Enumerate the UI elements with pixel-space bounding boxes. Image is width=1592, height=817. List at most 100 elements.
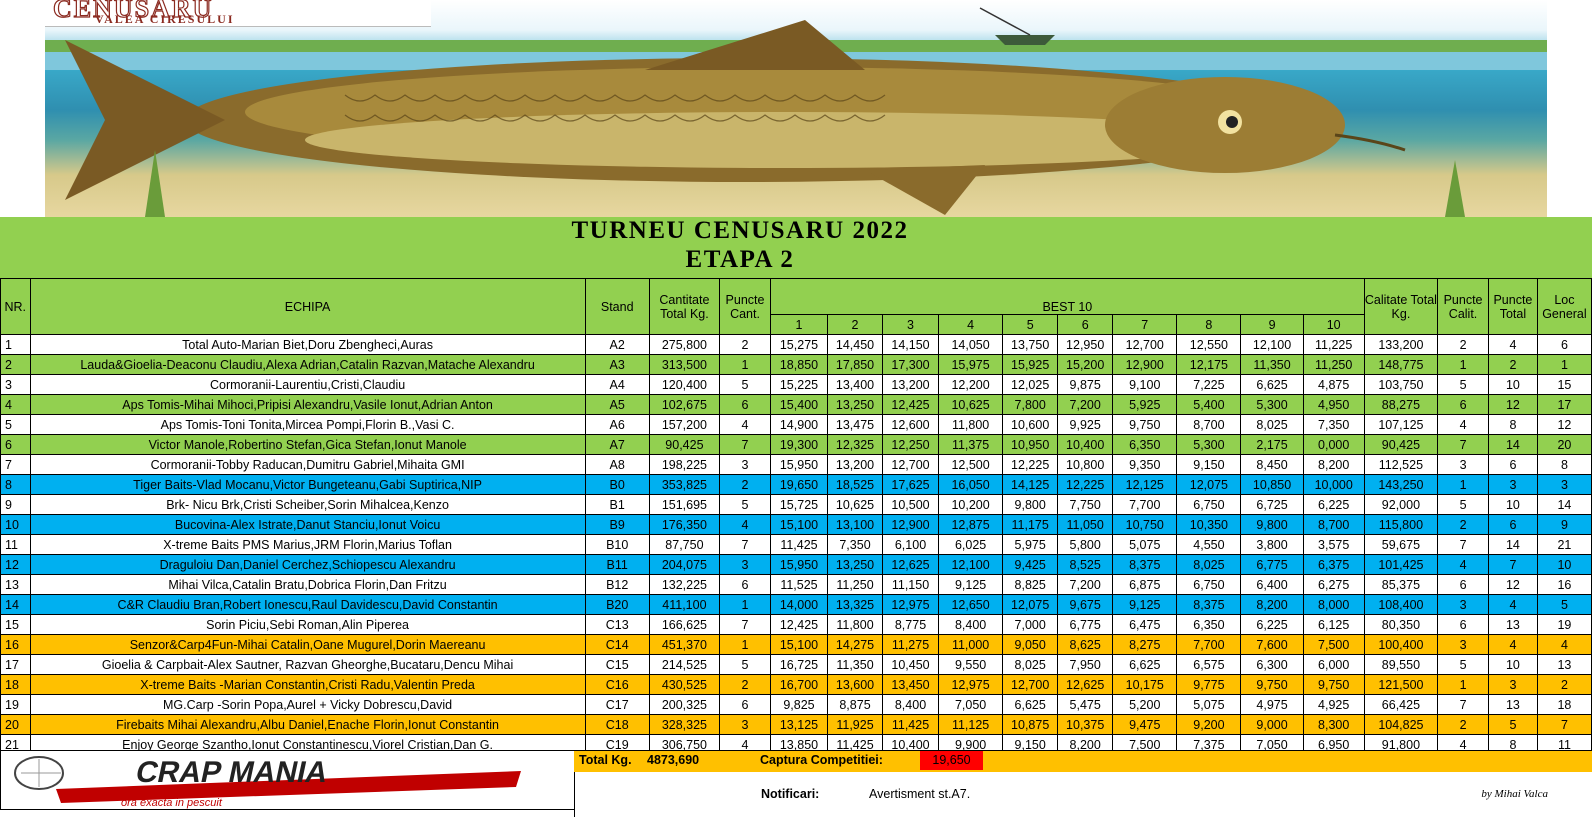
- crap-logo-text: CRAP MANIA: [133, 756, 331, 789]
- cell-best-7: 8,375: [1112, 554, 1178, 575]
- cell-cantitate: 306,750: [648, 734, 721, 755]
- cell-best-6: 12,625: [1057, 674, 1114, 695]
- cell-best-5: 15,925: [1002, 354, 1059, 375]
- cell-nr: 21: [0, 734, 31, 755]
- cell-puncte-cant: 7: [719, 434, 771, 455]
- cell-cantitate: 275,800: [648, 334, 721, 355]
- cell-best-5: 12,075: [1002, 594, 1059, 615]
- cell-best-1: 15,225: [769, 374, 829, 395]
- cell-best-5: 7,800: [1002, 394, 1059, 415]
- cell-puncte-total: 7: [1488, 554, 1538, 575]
- table-header: NR. ECHIPA Stand Cantitate Total Kg. Pun…: [0, 278, 1592, 335]
- cell-team: Draguloiu Dan,Daniel Cerchez,Schiopescu …: [29, 554, 586, 575]
- cell-best-3: 11,425: [881, 714, 940, 735]
- cell-puncte-cant: 7: [719, 534, 771, 555]
- cell-puncte-calit: 5: [1437, 494, 1489, 515]
- table-row: 6 Victor Manole,Robertino Stefan,Gica Ste…: [0, 434, 1592, 455]
- cell-puncte-cant: 6: [719, 394, 771, 415]
- cell-best-9: 9,750: [1240, 674, 1304, 695]
- cell-best-2: 17,850: [827, 354, 883, 375]
- cell-best-6: 6,775: [1057, 614, 1114, 635]
- cell-best-5: 9,800: [1002, 494, 1059, 515]
- header-banner: CENUSARU VALEA CIRESULUI: [0, 0, 1592, 217]
- cell-loc-general: 14: [1536, 494, 1592, 515]
- cell-loc-general: 18: [1536, 694, 1592, 715]
- cell-best-4: 12,650: [938, 594, 1004, 615]
- cell-cantitate: 120,400: [648, 374, 721, 395]
- cell-best-5: 13,750: [1002, 334, 1059, 355]
- cell-best-4: 11,125: [938, 714, 1004, 735]
- cell-best-3: 10,450: [881, 654, 940, 675]
- cell-team: Mihai Vilca,Catalin Bratu,Dobrica Florin…: [29, 574, 586, 595]
- captura-label: Captura Competitiei:: [760, 753, 883, 767]
- cell-puncte-calit: 4: [1437, 554, 1489, 575]
- cell-best-9: 6,300: [1240, 654, 1304, 675]
- cell-stand: B9: [584, 514, 650, 535]
- cell-best-4: 9,550: [938, 654, 1004, 675]
- cell-best-6: 9,925: [1057, 414, 1114, 435]
- cell-best-9: 10,850: [1240, 474, 1304, 495]
- cell-best-3: 10,400: [881, 734, 940, 755]
- cell-best-6: 15,200: [1057, 354, 1114, 375]
- cell-puncte-total: 6: [1488, 514, 1538, 535]
- cell-best-10: 6,275: [1302, 574, 1365, 595]
- cell-best-10: 4,875: [1302, 374, 1365, 395]
- cell-nr: 3: [0, 374, 31, 395]
- cell-puncte-total: 10: [1488, 654, 1538, 675]
- cell-puncte-cant: 2: [719, 474, 771, 495]
- cell-nr: 18: [0, 674, 31, 695]
- cell-best-5: 12,700: [1002, 674, 1059, 695]
- cell-puncte-calit: 3: [1437, 634, 1489, 655]
- cell-best-1: 11,525: [769, 574, 829, 595]
- table-row: 16 Senzor&Carp4Fun-Mihai Catalin,Oane Mug…: [0, 634, 1592, 655]
- cell-best-4: 8,400: [938, 614, 1004, 635]
- cell-best-9: 6,225: [1240, 614, 1304, 635]
- cell-best-8: 7,225: [1176, 374, 1242, 395]
- cell-best-9: 3,800: [1240, 534, 1304, 555]
- cell-best-3: 10,500: [881, 494, 940, 515]
- cell-stand: A4: [584, 374, 650, 395]
- cell-stand: C19: [584, 734, 650, 755]
- crap-logo-sub: ora exacta in pescuit: [121, 797, 223, 809]
- cell-best-3: 12,900: [881, 514, 940, 535]
- cell-best-7: 9,750: [1112, 414, 1178, 435]
- cell-best-2: 13,100: [827, 514, 883, 535]
- table-row: 4 Aps Tomis-Mihai Mihoci,Pripisi Alexandr…: [0, 394, 1592, 415]
- cell-puncte-calit: 5: [1437, 654, 1489, 675]
- cell-best-7: 9,475: [1112, 714, 1178, 735]
- cell-loc-general: 17: [1536, 394, 1592, 415]
- cell-team: Aps Tomis-Toni Tonita,Mircea Pompi,Flori…: [29, 414, 586, 435]
- cell-best-3: 8,775: [881, 614, 940, 635]
- cell-puncte-total: 6: [1488, 454, 1538, 475]
- cell-cantitate: 157,200: [648, 414, 721, 435]
- cell-puncte-cant: 3: [719, 554, 771, 575]
- cell-loc-general: 12: [1536, 414, 1592, 435]
- cell-best-5: 12,025: [1002, 374, 1059, 395]
- cell-best-1: 18,850: [769, 354, 829, 375]
- cell-team: X-treme Baits -Marian Constantin,Cristi …: [29, 674, 586, 695]
- cell-best-6: 7,750: [1057, 494, 1114, 515]
- cell-puncte-total: 10: [1488, 494, 1538, 515]
- cell-team: Cormoranii-Laurentiu,Cristi,Claudiu: [29, 374, 586, 395]
- cell-best-1: 13,850: [769, 734, 829, 755]
- cell-cantitate: 430,525: [648, 674, 721, 695]
- cell-cantitate: 132,225: [648, 574, 721, 595]
- cell-best-2: 13,600: [827, 674, 883, 695]
- cell-best-3: 17,625: [881, 474, 940, 495]
- cell-best-7: 7,700: [1112, 494, 1178, 515]
- cell-team: Firebaits Mihai Alexandru,Albu Daniel,En…: [29, 714, 586, 735]
- cell-best-1: 9,825: [769, 694, 829, 715]
- cell-best-9: 9,000: [1240, 714, 1304, 735]
- cell-best-10: 8,000: [1302, 594, 1365, 615]
- header-echipa: ECHIPA: [29, 278, 586, 335]
- header-best-1: 1: [769, 314, 829, 335]
- cell-cantitate: 204,075: [648, 554, 721, 575]
- header-best-2: 2: [827, 314, 883, 335]
- header-best-7: 7: [1112, 314, 1178, 335]
- cell-best-7: 5,925: [1112, 394, 1178, 415]
- cell-best-6: 12,225: [1057, 474, 1114, 495]
- cell-best-9: 7,050: [1240, 734, 1304, 755]
- header-best-4: 4: [938, 314, 1004, 335]
- table-row: 12 Draguloiu Dan,Daniel Cerchez,Schiopesc…: [0, 554, 1592, 575]
- cell-best-2: 13,250: [827, 394, 883, 415]
